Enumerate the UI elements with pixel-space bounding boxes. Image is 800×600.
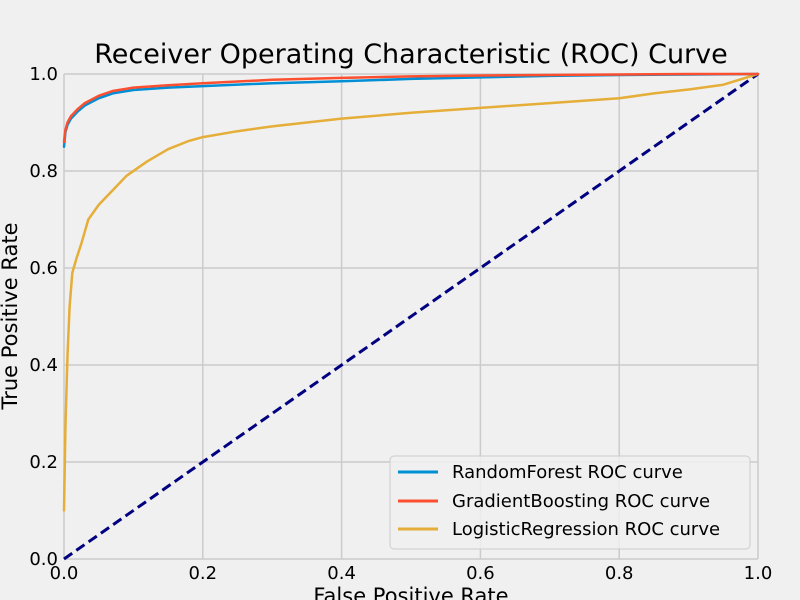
legend: RandomForest ROC curve GradientBoosting … [389,455,751,550]
diagonal-reference-line [63,72,759,561]
y-tick-label: 0.0 [29,549,58,570]
grid [63,73,759,560]
legend-label-gradientboosting: GradientBoosting ROC curve [452,491,710,512]
x-tick-label: 0.8 [605,563,634,584]
y-tick-label: 0.6 [29,258,58,279]
x-tick-label: 0.2 [188,563,217,584]
legend-label-logisticregression: LogisticRegression ROC curve [452,519,720,540]
series-line-gradientboosting [62,72,760,144]
x-tick-label: 0.4 [327,563,356,584]
chart-title: Receiver Operating Characteristic (ROC) … [94,39,728,70]
series-line-logisticregression [62,72,760,512]
y-tick-label: 0.2 [29,452,58,473]
tick-labels: 0.0 0.2 0.4 0.6 0.8 1.0 0.0 0.2 0.4 0.6 0.8 1.0 [29,64,772,584]
y-tick-label: 1.0 [29,64,58,85]
series-layer [62,72,760,561]
y-axis-label: True Positive Rate [0,222,22,410]
x-axis-label: False Positive Rate [313,584,508,600]
y-tick-label: 0.8 [29,161,58,182]
y-tick-label: 0.4 [29,355,58,376]
x-tick-label: 0.0 [50,563,79,584]
x-tick-label: 1.0 [744,563,773,584]
legend-label-randomforest: RandomForest ROC curve [452,462,683,483]
x-tick-label: 0.6 [466,563,495,584]
legend-box [389,455,751,550]
